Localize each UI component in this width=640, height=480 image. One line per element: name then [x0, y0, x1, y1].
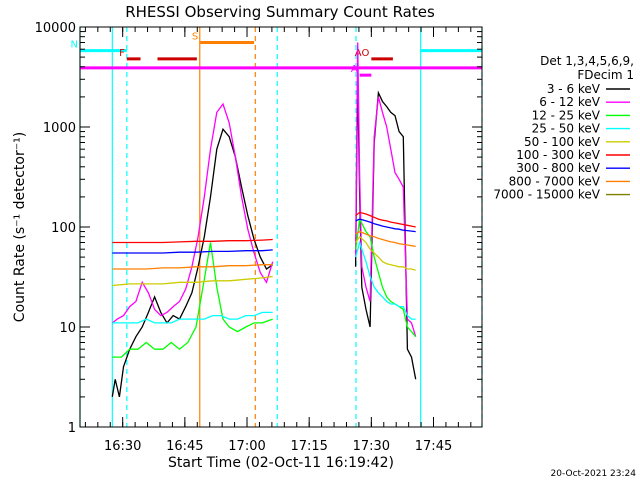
flag-label: N: [71, 40, 78, 51]
x-tick-label: 17:45: [415, 439, 452, 454]
series-line: [112, 238, 273, 244]
series-line: [355, 211, 416, 228]
footer-date: 20-Oct-2021 23:24: [551, 469, 637, 479]
legend-entry-label: 100 - 300 keV: [516, 148, 600, 162]
axes: 1 10 100 1000 10000 16:30 16:45 17:00 17:15 17:30…: [35, 21, 482, 454]
legend-entry-label: 7000 - 15000 keV: [493, 188, 600, 202]
legend-header-line-2: FDecim 1: [577, 68, 634, 82]
y-tick-label: 1000: [43, 121, 76, 136]
y-tick-label: 10: [59, 321, 76, 336]
y-axis-label: Count Rate (s⁻¹ detector⁻¹): [12, 132, 28, 322]
series-line: [112, 249, 273, 254]
legend-entry-label: 300 - 800 keV: [516, 161, 600, 175]
flag-label: S: [192, 31, 198, 42]
chart-title: RHESSI Observing Summary Count Rates: [125, 3, 435, 21]
legend-entry-label: 12 - 25 keV: [532, 108, 601, 122]
series-line: [112, 311, 273, 324]
series-line: [355, 230, 416, 248]
series-line: [112, 264, 273, 270]
y-tick-label: 1: [68, 421, 76, 436]
legend-entry-label: 3 - 6 keV: [547, 82, 601, 96]
x-axis-label: Start Time (02-Oct-11 16:19:42): [168, 455, 394, 471]
flag-label: F: [119, 48, 125, 59]
series-line: [112, 275, 273, 287]
series-line: [355, 235, 416, 271]
x-tick-label: 17:15: [290, 439, 327, 454]
series-line: [111, 127, 274, 398]
y-tick-label: 10000: [35, 21, 76, 36]
series-line: [355, 218, 416, 233]
series-line: [354, 216, 417, 338]
flag-label: A: [351, 64, 358, 75]
legend-header-line-1: Det 1,3,4,5,6,9,: [540, 54, 634, 68]
series-line: [354, 240, 416, 320]
legend-entry-label: 25 - 50 keV: [532, 122, 601, 136]
legend-entry-label: 50 - 100 keV: [524, 135, 601, 149]
legend-entry-label: 800 - 7000 keV: [509, 174, 601, 188]
legend-entry-label: 6 - 12 keV: [539, 95, 601, 109]
x-tick-label: 17:00: [228, 439, 265, 454]
series-line: [112, 242, 273, 358]
x-tick-label: 17:30: [353, 439, 390, 454]
x-tick-label: 16:30: [104, 439, 141, 454]
x-tick-label: 16:45: [166, 439, 203, 454]
y-tick-label: 100: [51, 221, 76, 236]
flag-label: AO: [355, 48, 370, 59]
